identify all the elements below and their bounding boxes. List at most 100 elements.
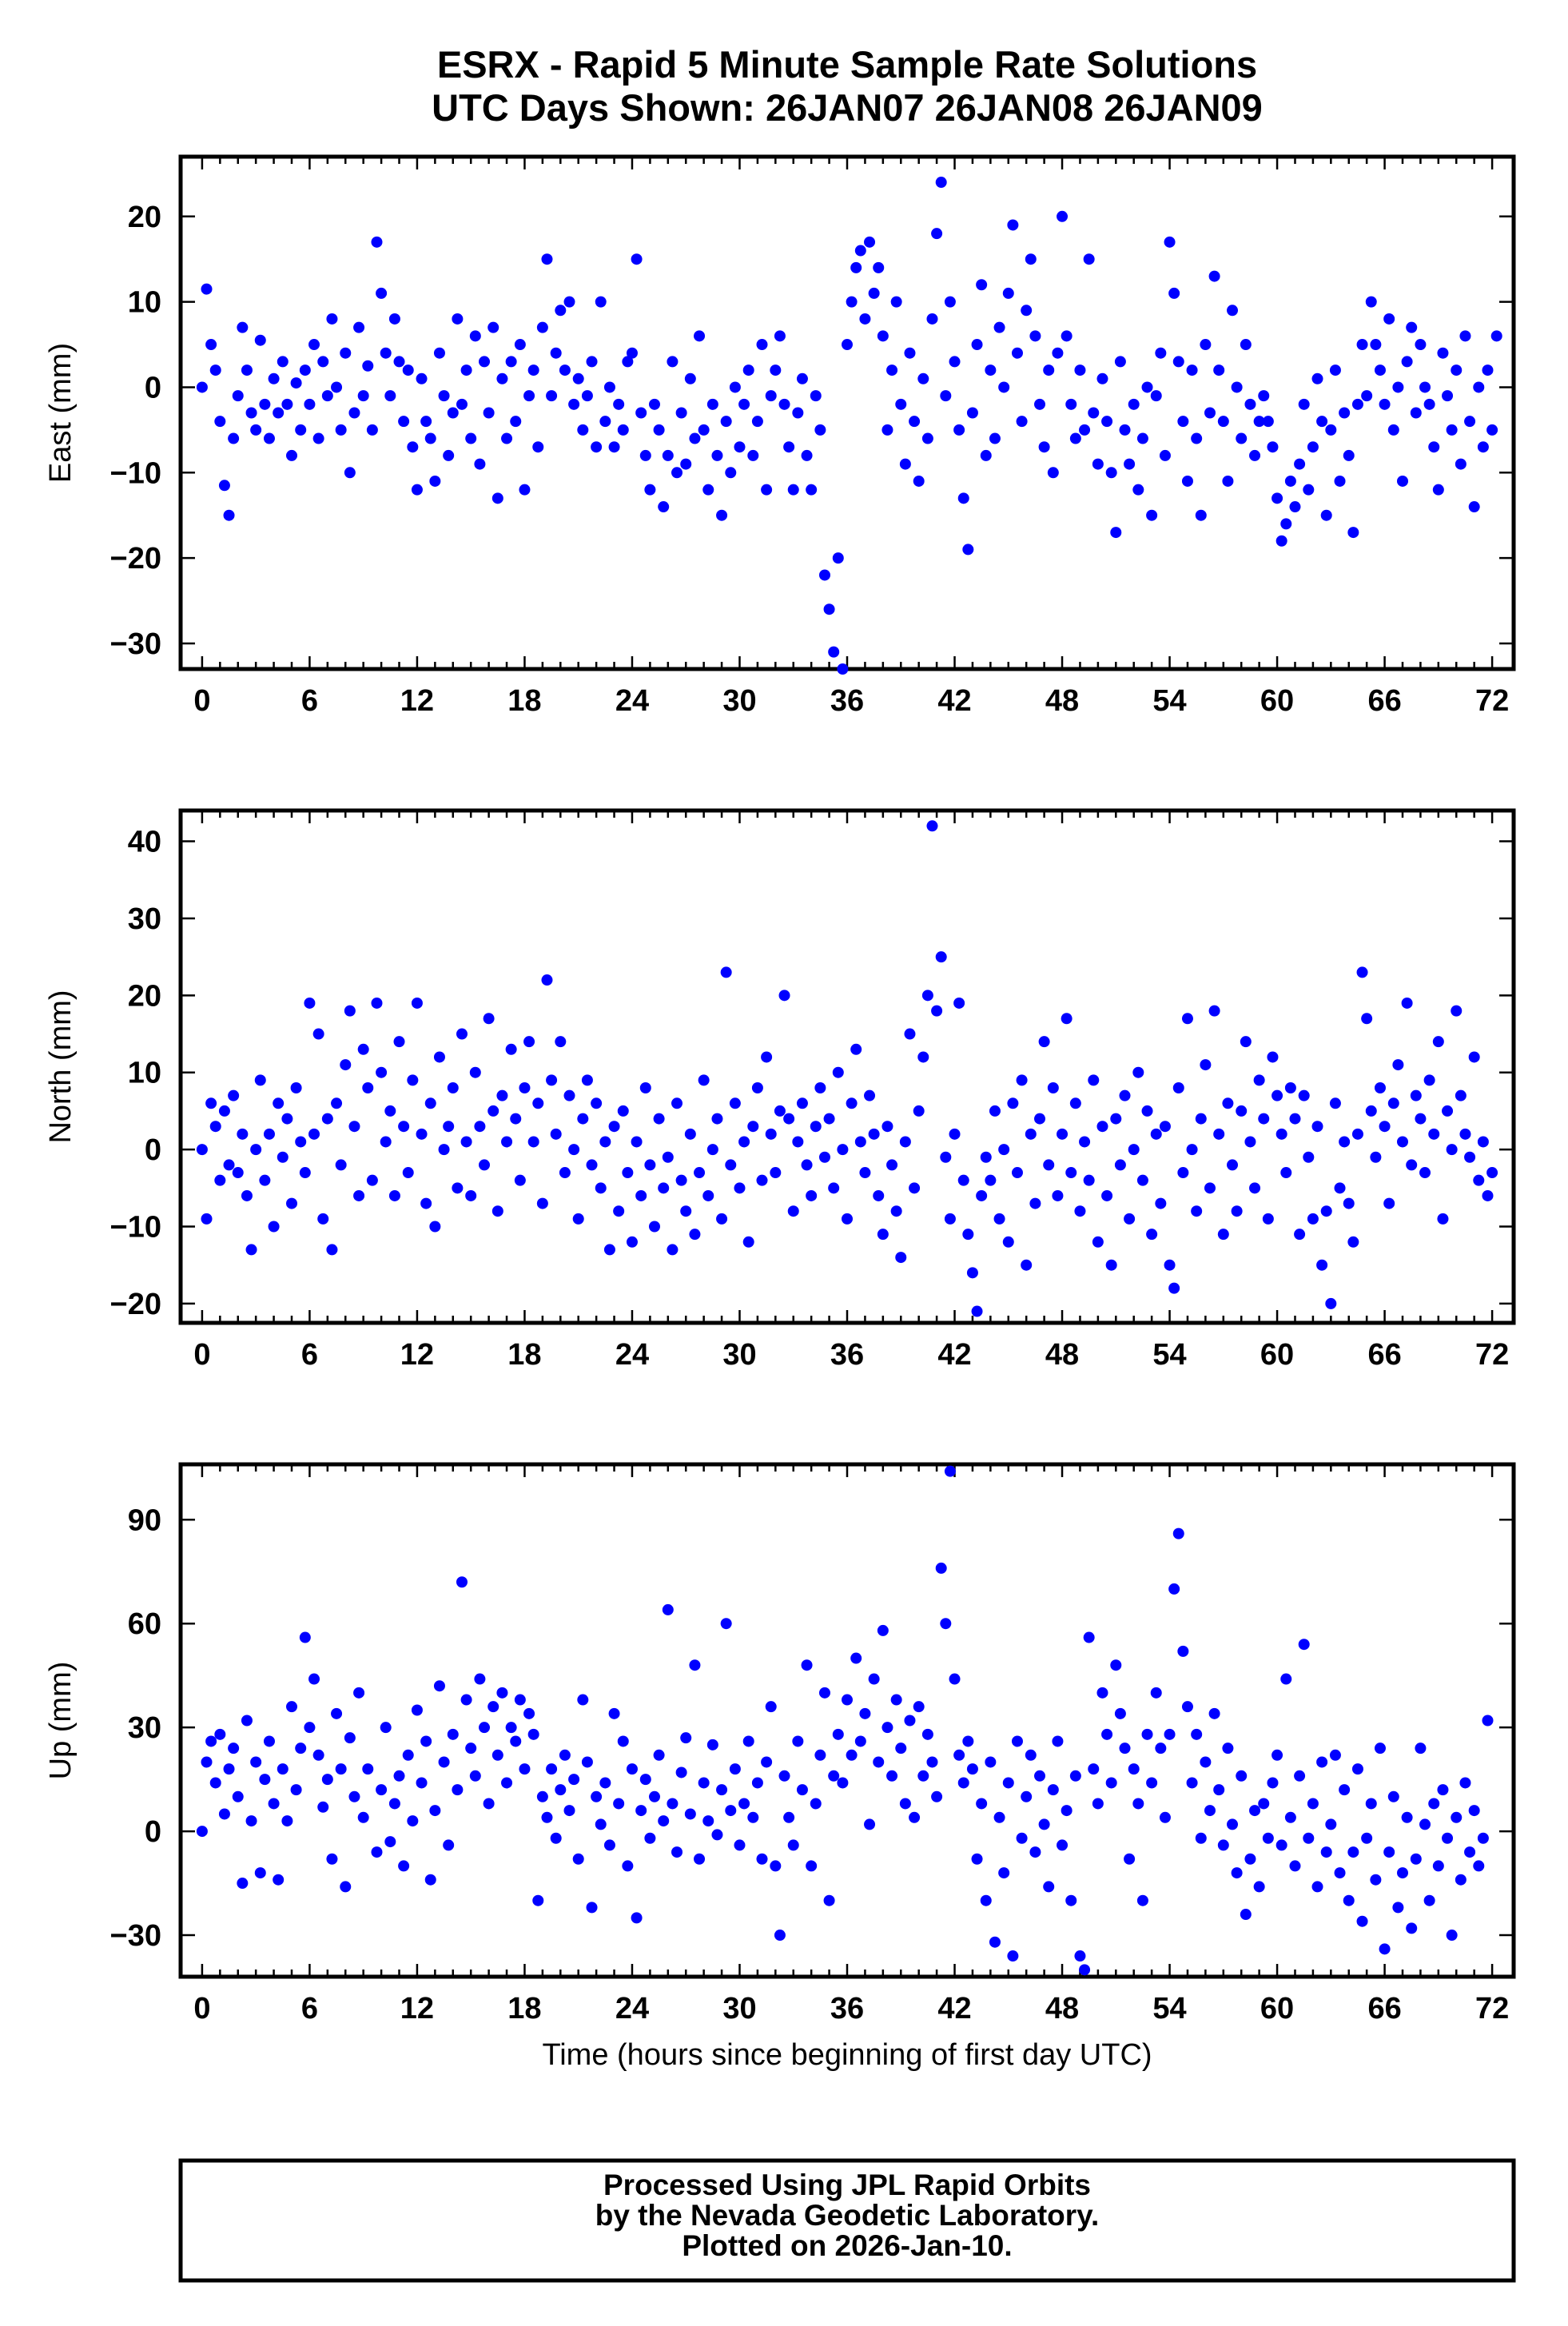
north-data-point	[698, 1074, 710, 1086]
up-data-point	[1262, 1832, 1274, 1844]
north-data-point	[250, 1144, 262, 1156]
north-data-point	[671, 1097, 683, 1109]
up-x-tick-label: 72	[1475, 1992, 1509, 2025]
up-data-point	[232, 1790, 244, 1802]
east-data-point	[837, 663, 849, 675]
up-data-point	[873, 1756, 885, 1768]
north-data-point	[675, 1174, 687, 1186]
up-data-point	[622, 1860, 634, 1872]
east-data-point	[586, 356, 598, 368]
up-data-point	[837, 1777, 849, 1789]
up-data-point	[778, 1770, 790, 1782]
east-data-point	[882, 424, 893, 436]
east-data-point	[1079, 424, 1091, 436]
north-data-point	[706, 1144, 718, 1156]
east-data-point	[1379, 398, 1391, 410]
east-data-point	[1092, 458, 1104, 470]
up-data-point	[720, 1618, 732, 1630]
up-data-point	[1392, 1902, 1404, 1914]
east-data-point	[761, 484, 773, 496]
north-data-point	[909, 1182, 921, 1194]
north-data-point	[1168, 1282, 1180, 1294]
north-data-point	[496, 1089, 508, 1101]
east-data-point	[479, 356, 491, 368]
up-data-point	[917, 1770, 929, 1782]
east-data-point	[388, 313, 400, 325]
east-data-point	[846, 296, 858, 308]
north-data-point	[931, 1005, 943, 1017]
north-data-point	[263, 1128, 275, 1140]
north-y-tick-label: 0	[145, 1133, 161, 1167]
east-data-point	[599, 416, 611, 428]
north-data-point	[667, 1244, 679, 1256]
east-data-point	[1065, 398, 1077, 410]
east-data-point	[527, 364, 539, 376]
north-data-point	[1397, 1136, 1408, 1148]
north-data-point	[648, 1221, 660, 1233]
east-data-point	[1088, 407, 1100, 419]
up-data-point	[223, 1763, 235, 1775]
up-data-point	[1374, 1743, 1386, 1754]
north-data-point	[388, 1189, 400, 1201]
up-data-point	[196, 1826, 208, 1838]
north-data-point	[568, 1144, 580, 1156]
up-data-point	[523, 1707, 535, 1719]
north-data-point	[214, 1174, 226, 1186]
up-data-point	[877, 1624, 889, 1636]
east-data-point	[1016, 416, 1028, 428]
east-data-point	[1334, 475, 1346, 487]
east-data-point	[1437, 347, 1449, 359]
up-data-point	[254, 1867, 266, 1879]
north-data-point	[209, 1121, 221, 1133]
up-data-point	[1105, 1777, 1117, 1789]
up-data-point	[989, 1936, 1001, 1948]
up-data-point	[957, 1777, 969, 1789]
up-data-point	[402, 1749, 414, 1761]
east-data-point	[617, 424, 629, 436]
up-data-point	[1464, 1846, 1476, 1858]
north-data-point	[796, 1097, 808, 1109]
north-data-point	[940, 1151, 952, 1163]
up-data-point	[1267, 1777, 1279, 1789]
north-data-point	[201, 1213, 213, 1225]
footer-line-3: Plotted on 2026-Jan-10.	[682, 2229, 1012, 2262]
up-data-point	[1339, 1784, 1351, 1796]
up-data-point	[1065, 1894, 1077, 1906]
north-data-point	[1356, 966, 1368, 978]
north-data-point	[1244, 1136, 1256, 1148]
east-data-point	[1195, 509, 1207, 521]
north-data-point	[1150, 1128, 1162, 1140]
up-data-point	[648, 1790, 660, 1802]
east-data-point	[1262, 416, 1274, 428]
east-data-point	[675, 407, 687, 419]
up-data-point	[832, 1728, 844, 1740]
up-data-point	[433, 1680, 445, 1692]
east-data-point	[774, 330, 786, 342]
up-data-point	[501, 1777, 513, 1789]
up-data-point	[420, 1735, 432, 1747]
north-data-point	[1025, 1128, 1037, 1140]
north-data-point	[245, 1244, 257, 1256]
north-data-point	[483, 1013, 495, 1025]
north-data-point	[376, 1066, 388, 1078]
east-data-point	[241, 364, 253, 376]
north-data-point	[1272, 1089, 1283, 1101]
east-data-point	[917, 372, 929, 384]
east-data-point	[859, 313, 871, 325]
north-data-point	[1275, 1128, 1287, 1140]
east-data-point	[1490, 330, 1502, 342]
east-data-point	[993, 321, 1005, 333]
east-data-point	[1011, 347, 1023, 359]
north-data-point	[1419, 1167, 1431, 1179]
up-data-point	[765, 1701, 777, 1713]
up-data-point	[635, 1805, 647, 1817]
north-y-tick-label: 20	[128, 979, 161, 1013]
up-data-point	[895, 1743, 907, 1754]
east-data-point	[1419, 381, 1431, 393]
east-data-point	[1347, 527, 1359, 539]
up-data-point	[823, 1894, 835, 1906]
north-data-point	[532, 1097, 544, 1109]
north-data-point	[581, 1074, 593, 1086]
north-data-point	[846, 1097, 858, 1109]
east-data-point	[1455, 458, 1467, 470]
